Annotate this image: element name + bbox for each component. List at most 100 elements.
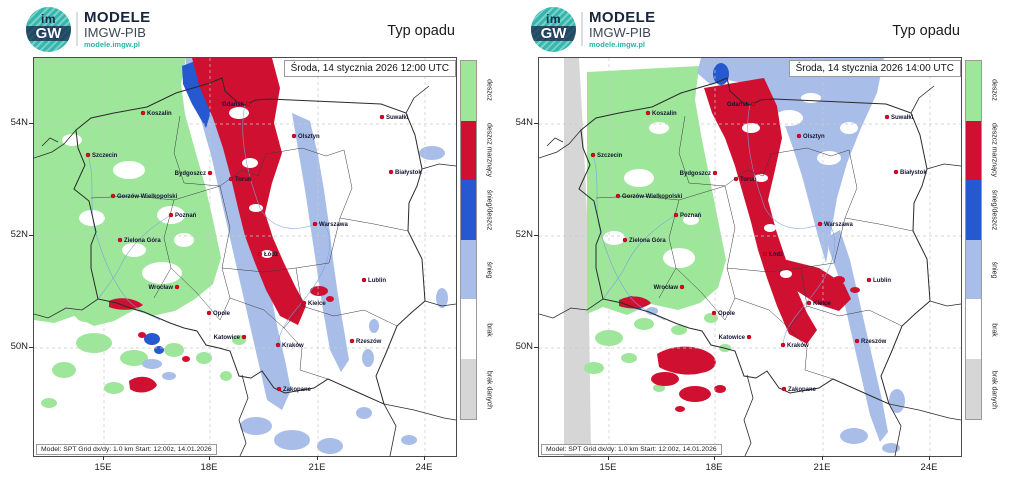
header-divider <box>581 12 583 46</box>
precip-patch-lblue <box>882 443 900 453</box>
poland-border <box>73 77 426 405</box>
legend-swatch-2 <box>966 120 981 181</box>
precip-patch-red <box>138 332 146 338</box>
voivodeship-border <box>724 185 736 321</box>
precip-patch-red <box>850 287 860 293</box>
legend-label: brak danych <box>485 370 493 410</box>
city-label: Szczecin <box>92 153 118 159</box>
voivodeship-border <box>678 115 726 187</box>
city-label: Warszawa <box>824 222 853 228</box>
precip-patch-white <box>817 151 841 165</box>
city-marker: Kraków <box>275 342 304 349</box>
precip-patch-white <box>754 174 768 182</box>
city-marker: Rzeszów <box>349 338 382 345</box>
city-label: Suwałki <box>891 115 914 121</box>
precip-patch-lblue <box>829 230 888 442</box>
legend-label: deszcz marznący <box>990 122 998 178</box>
voivodeship-border <box>299 369 329 380</box>
city-dot <box>817 221 823 227</box>
city-marker: Zakopane <box>781 386 817 393</box>
imgw-logo-text-bottom: GW <box>26 26 71 41</box>
legend-colorbar <box>965 60 982 420</box>
precip-patch-white <box>242 158 258 168</box>
precip-patch-green <box>595 330 623 346</box>
poland-border <box>578 77 931 405</box>
country-border <box>929 300 961 307</box>
header-divider <box>76 12 78 46</box>
city-marker: Wrocław <box>653 284 685 291</box>
precip-patch-red <box>109 298 143 310</box>
legend-swatch-1 <box>966 61 981 121</box>
voivodeship-border <box>675 267 726 321</box>
precip-patch-green <box>196 352 212 364</box>
city-label: Warszawa <box>319 222 348 228</box>
precip-patch-lblue <box>240 417 272 435</box>
precip-patch-dblue <box>144 333 160 345</box>
precip-patch-red <box>779 258 851 311</box>
lat-axis-tick <box>29 123 34 124</box>
legend-swatch-2 <box>461 120 476 181</box>
city-marker: Szczecin <box>85 152 118 159</box>
imgw-logo-text-top: im <box>40 12 56 26</box>
precip-patch-white <box>663 248 695 268</box>
city-dot <box>615 193 621 199</box>
river-line <box>602 214 677 300</box>
precip-patch-green <box>104 382 124 394</box>
valid-time-box: Środa, 14 stycznia 2026 12:00 UTC <box>283 60 456 77</box>
precip-patch-red <box>182 356 190 362</box>
precip-patch-red <box>675 406 685 412</box>
precip-patch-lblue <box>436 288 448 308</box>
brand-url-link[interactable]: modele.imgw.pl <box>589 40 645 49</box>
voivodeship-border <box>726 262 835 273</box>
precip-patch-white <box>261 250 273 258</box>
precip-patch-green <box>34 58 221 326</box>
precip-patch-lblue <box>162 372 176 380</box>
city-marker: Katowice <box>214 334 247 341</box>
city-label: Koszalin <box>147 111 172 117</box>
precip-patch-red <box>129 376 157 393</box>
precip-patch-green <box>587 66 726 315</box>
city-label: Gdańsk <box>222 102 245 108</box>
country-border <box>926 163 961 170</box>
map-panel-1400utc: im GW MODELE IMGW-PIB modele.imgw.pl Typ… <box>505 0 1010 494</box>
precip-patch-white <box>113 161 145 179</box>
precip-patch-lblue <box>889 389 905 413</box>
city-dot <box>750 101 756 107</box>
city-label: Toruń <box>740 177 757 183</box>
precip-patch-white <box>249 204 263 212</box>
lat-axis-tick <box>534 347 539 348</box>
city-label: Wrocław <box>653 285 678 291</box>
precip-patch-white <box>62 134 82 146</box>
precip-patch-green <box>634 318 654 330</box>
lon-axis-label: 21E <box>308 462 326 473</box>
city-dot <box>893 169 899 175</box>
precip-patch-green <box>120 350 148 366</box>
model-info-box: Model: SPT Grid dx/dy: 1.0 km Start: 12:… <box>36 444 217 455</box>
city-label: Wrocław <box>148 285 173 291</box>
lat-axis-tick <box>29 235 34 236</box>
city-label: Gorzów Wielkopolski <box>117 194 178 200</box>
precip-patch-lblue <box>274 430 310 450</box>
lon-axis-label: 18E <box>200 462 218 473</box>
brand-title: MODELE <box>589 9 656 26</box>
city-label: Kraków <box>282 343 304 349</box>
city-marker: Olsztyn <box>796 133 825 140</box>
city-dot <box>291 133 297 139</box>
city-dot <box>679 284 685 290</box>
city-dot <box>388 169 394 175</box>
city-dot <box>711 310 717 316</box>
map-plot-area: Koszalin Szczecin Gdańsk Olsztyn Suwałki Biał… <box>33 57 457 457</box>
city-dot <box>275 342 281 348</box>
lat-axis-tick <box>534 235 539 236</box>
precip-patch-green <box>584 362 604 374</box>
precip-patch-white <box>603 231 625 245</box>
lon-axis-tick <box>209 456 210 460</box>
city-marker: Toruń <box>733 176 757 183</box>
country-border <box>424 300 456 307</box>
brand-url-link[interactable]: modele.imgw.pl <box>84 40 140 49</box>
country-border <box>743 374 754 456</box>
legend-swatch-1 <box>461 61 476 121</box>
river-line <box>747 104 835 349</box>
city-dot <box>361 277 367 283</box>
